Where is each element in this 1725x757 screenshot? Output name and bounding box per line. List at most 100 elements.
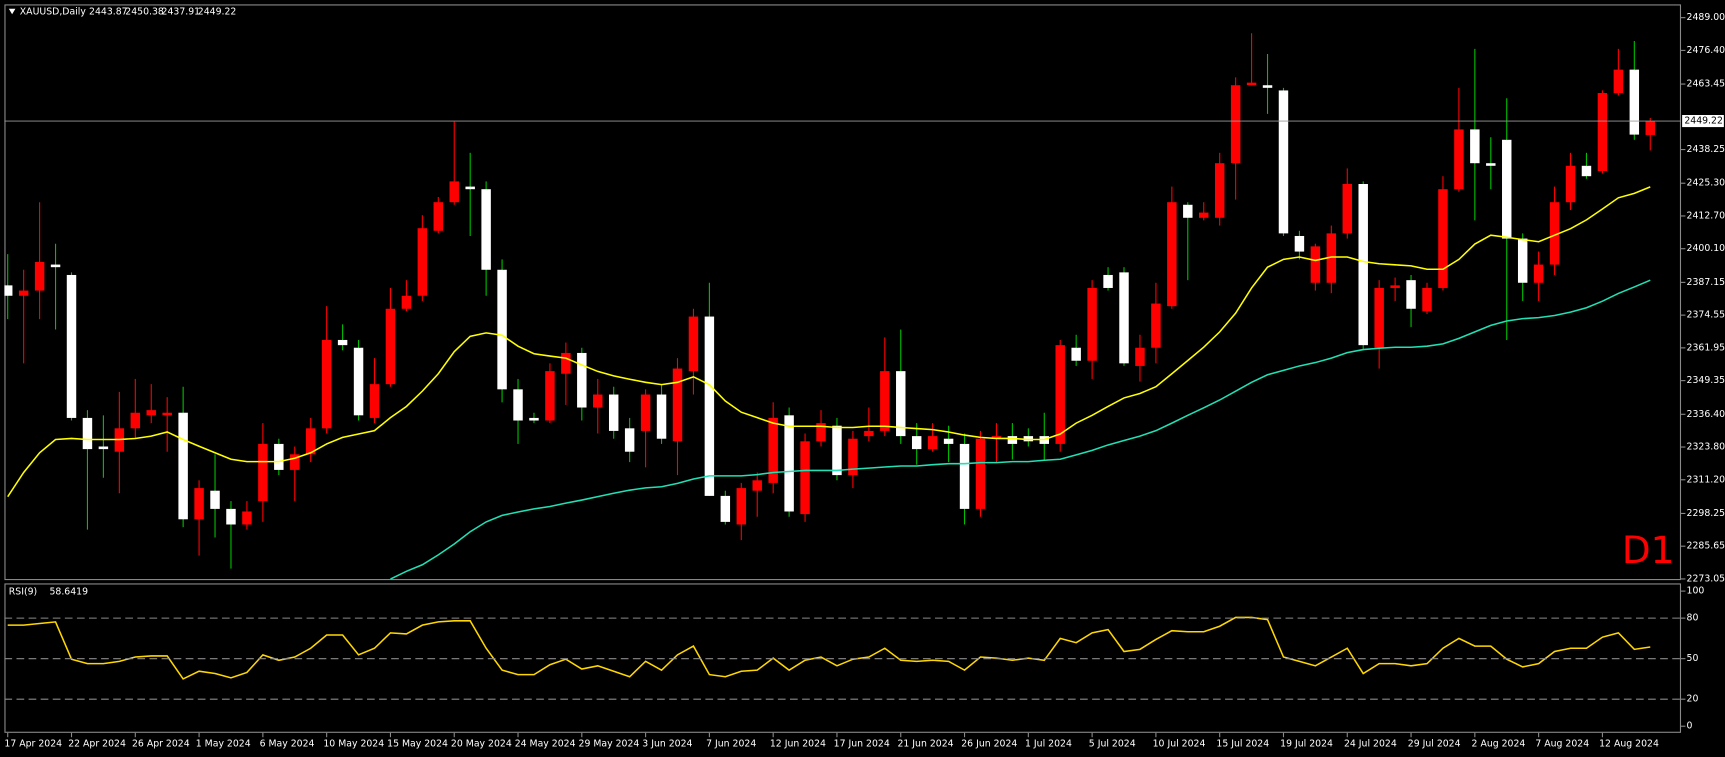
x-tick-label: 6 May 2024 <box>260 738 315 749</box>
candle-body <box>1230 85 1241 164</box>
y-tick-label: 2323.80 <box>1687 442 1725 453</box>
indicator-line <box>390 279 1651 580</box>
collapse-arrow[interactable] <box>8 8 16 15</box>
candle-body <box>1533 264 1544 283</box>
candle-body <box>832 425 842 476</box>
candle-body <box>433 202 444 231</box>
candle-body <box>1406 280 1416 309</box>
timeframe-annotation: D1 <box>1622 528 1675 572</box>
candle-body <box>736 488 747 525</box>
current-price-label: 2449.22 <box>1684 116 1723 127</box>
candle-body <box>880 371 890 431</box>
rsi-title: RSI(9) <box>9 587 37 598</box>
candle-body <box>800 441 810 515</box>
y-tick-label: 2425.30 <box>1687 178 1725 189</box>
candle-body <box>497 269 507 390</box>
candle-body <box>1119 272 1129 364</box>
candle-body <box>98 446 109 450</box>
header-open: 2443.87 <box>89 7 128 18</box>
x-tick-label: 12 Jun 2024 <box>770 738 826 749</box>
candle-body <box>337 339 348 346</box>
candle-body <box>162 412 172 416</box>
candle-body <box>545 371 555 421</box>
x-tick-label: 1 May 2024 <box>196 738 251 749</box>
x-tick-label: 29 May 2024 <box>579 738 640 749</box>
candle-body <box>1342 183 1352 234</box>
plot-area <box>4 33 1655 580</box>
candle-body <box>1214 163 1225 218</box>
symbol-title: XAUUSD,Daily <box>20 7 87 18</box>
y-tick-label: 2273.05 <box>1687 573 1725 584</box>
y-tick-label: 2438.25 <box>1687 144 1725 155</box>
candle-body <box>1454 129 1464 190</box>
candle-body <box>1199 212 1209 218</box>
candle-body <box>401 295 412 309</box>
candle-body <box>449 181 459 203</box>
y-tick-label: 20 <box>1687 694 1699 705</box>
y-tick-label: 2336.40 <box>1687 409 1725 420</box>
candle-body <box>975 438 986 509</box>
candle-body <box>226 508 236 525</box>
x-tick-label: 7 Aug 2024 <box>1535 738 1589 749</box>
y-tick-label: 2400.10 <box>1687 243 1725 254</box>
y-tick-label: 2298.25 <box>1687 508 1725 519</box>
candle-body <box>321 339 332 429</box>
candle-body <box>82 417 93 450</box>
header-close: 2449.22 <box>198 7 237 18</box>
indicator-line <box>7 186 1651 498</box>
x-tick-label: 17 Jun 2024 <box>834 738 890 749</box>
y-tick-label: 50 <box>1687 653 1699 664</box>
indicator-line <box>7 616 1651 680</box>
candle-body <box>1087 287 1097 361</box>
candle-body <box>1262 85 1273 88</box>
candle-body <box>704 316 715 496</box>
candle-body <box>194 488 204 520</box>
y-tick-label: 2476.40 <box>1687 45 1725 56</box>
candle-body <box>656 394 667 439</box>
candle-body <box>34 261 45 291</box>
candle-body <box>210 490 220 509</box>
x-tick-label: 10 Jul 2024 <box>1153 738 1206 749</box>
x-tick-label: 19 Jul 2024 <box>1280 738 1333 749</box>
candle-body <box>1326 233 1337 283</box>
x-tick-label: 12 Aug 2024 <box>1599 738 1659 749</box>
candle-body <box>1645 121 1655 135</box>
x-tick-label: 17 Apr 2024 <box>4 738 62 749</box>
candle-body <box>1470 129 1480 164</box>
candle-body <box>911 436 922 450</box>
x-tick-label: 26 Jun 2024 <box>961 738 1017 749</box>
candle-body <box>1278 90 1289 234</box>
candle-body <box>369 384 380 418</box>
candle-body <box>752 480 762 491</box>
plot-area <box>7 616 1651 680</box>
candle-body <box>529 417 539 421</box>
y-tick-label: 2349.35 <box>1687 375 1725 386</box>
candle-body <box>1071 347 1081 361</box>
x-tick-label: 3 Jun 2024 <box>642 738 692 749</box>
candle-body <box>768 417 778 483</box>
y-tick-label: 80 <box>1687 613 1699 624</box>
candle-body <box>1565 165 1576 203</box>
candle-body <box>1549 202 1560 265</box>
candle-body <box>481 189 491 270</box>
header-low: 2437.91 <box>162 7 201 18</box>
candle-body <box>864 430 874 437</box>
candle-body <box>943 438 954 444</box>
header-high: 2450.38 <box>125 7 164 18</box>
x-tick-label: 24 May 2024 <box>515 738 576 749</box>
candle-body <box>1581 165 1592 177</box>
candle-body <box>1613 69 1624 94</box>
candle-body <box>1486 163 1496 166</box>
candle-body <box>1374 287 1384 348</box>
candle-body <box>385 308 396 385</box>
candle-body <box>417 228 428 296</box>
candle-body <box>593 394 603 408</box>
candle-body <box>672 368 683 442</box>
candle-body <box>624 428 635 452</box>
candle-body <box>720 495 731 522</box>
candle-body <box>130 412 141 429</box>
x-tick-label: 10 May 2024 <box>323 738 384 749</box>
candle-body <box>1103 274 1113 288</box>
